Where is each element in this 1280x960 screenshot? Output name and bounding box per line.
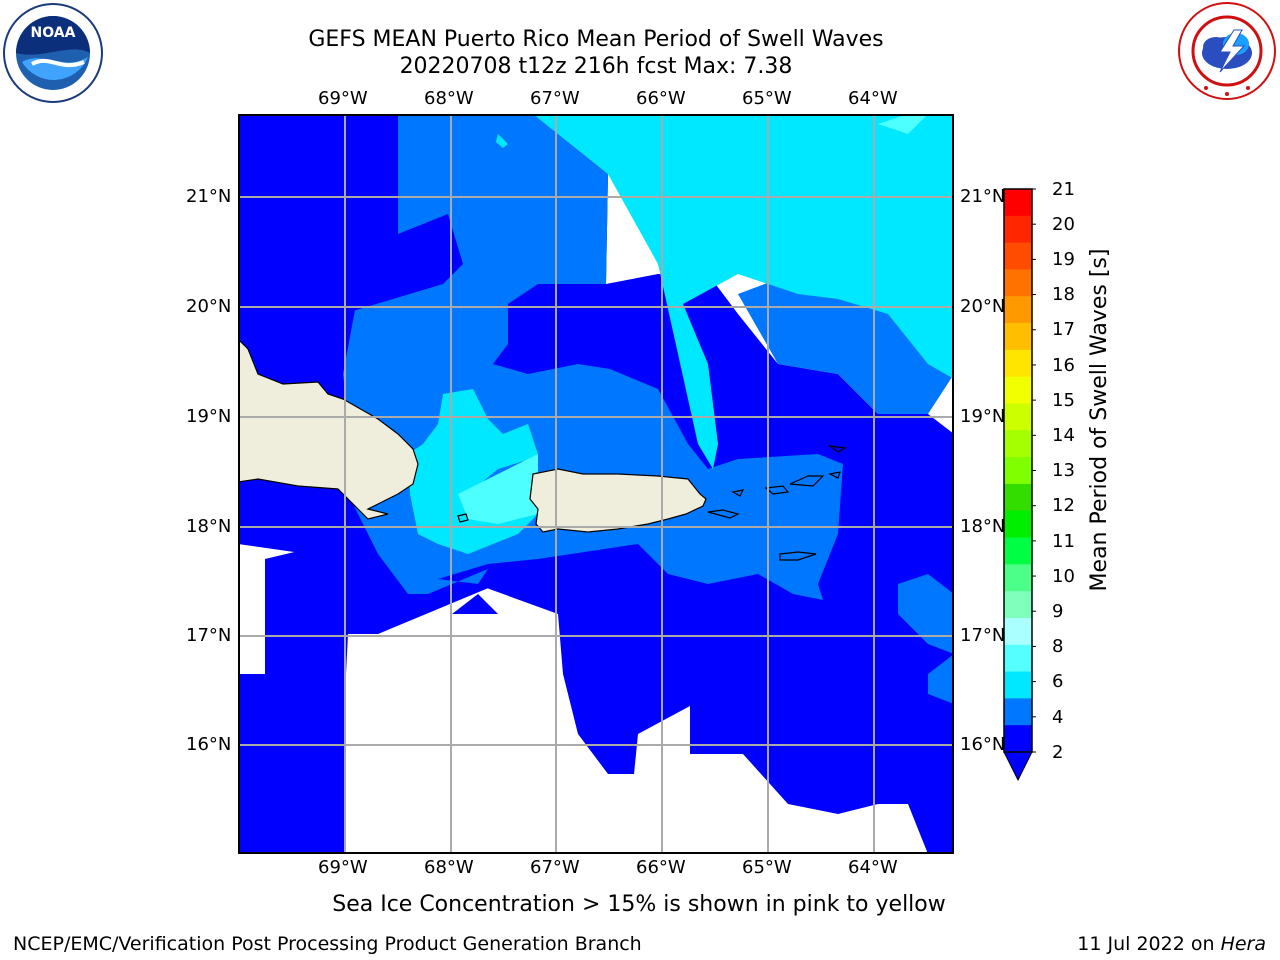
cb-tick-20: 20 [1052,214,1075,235]
noaa-logo-icon: NOAA [3,3,103,103]
cb-tick-8: 8 [1052,636,1064,657]
cb-tick-4: 4 [1052,707,1064,728]
colorbar-band [1004,671,1032,699]
cb-tick-18: 18 [1052,284,1075,305]
lon-top-69: 69°W [318,88,368,109]
colorbar-band [1004,323,1032,351]
colorbar-band [1004,698,1032,726]
lat-left-18: 18°N [186,516,232,537]
chart-title-line2: 20220708 t12z 216h fcst Max: 7.38 [399,54,793,79]
cb-tick-9: 9 [1052,601,1064,622]
colorbar-title-text: Mean Period of Swell Waves [s] [1087,249,1112,592]
lat-left-20: 20°N [186,296,232,317]
cb-tick-14: 14 [1052,425,1075,446]
lon-bottom-69: 69°W [318,857,368,878]
colorbar-band [1004,189,1032,217]
colorbar-band [1004,349,1032,378]
sea-ice-note: Sea Ice Concentration > 15% is shown in … [332,892,946,917]
lon-top-68: 68°W [424,88,474,109]
lat-right-16: 16°N [960,734,1006,755]
noaa-logo-text: NOAA [31,25,76,41]
cb-tick-2: 2 [1052,742,1064,763]
lat-right-21: 21°N [960,186,1006,207]
colorbar-band [1004,296,1032,324]
cb-tick-11: 11 [1052,531,1075,552]
cb-tick-10: 10 [1052,566,1075,587]
colorbar-band [1004,537,1032,565]
colorbar-band [1004,376,1032,404]
colorbar-band [1004,617,1032,646]
cb-tick-16: 16 [1052,355,1075,376]
land-hispaniola [238,338,419,520]
colorbar-band [1004,564,1032,592]
colorbar-band [1004,215,1032,244]
footer-date-text: 11 Jul 2022 on [1077,933,1221,955]
cb-tick-19: 19 [1052,249,1075,270]
footer-machine: Hera [1220,933,1266,955]
footer-credit: NCEP/EMC/Verification Post Processing Pr… [13,933,642,955]
lon-bottom-67: 67°W [530,857,580,878]
colorbar-band [1004,725,1032,753]
lon-bottom-68: 68°W [424,857,474,878]
cb-tick-21: 21 [1052,179,1075,200]
lat-left-17: 17°N [186,625,232,646]
colorbar-tick-marks [1032,188,1036,753]
colorbar-band [1004,644,1032,673]
lon-bottom-64: 64°W [848,857,898,878]
colorbar-band [1004,457,1032,485]
chart-title-line1: GEFS MEAN Puerto Rico Mean Period of Swe… [308,27,884,52]
lon-top-64: 64°W [848,88,898,109]
footer-date: 11 Jul 2022 on Hera [1077,933,1266,955]
cb-tick-17: 17 [1052,319,1075,340]
cb-tick-6: 6 [1052,671,1064,692]
colorbar-band [1004,269,1032,297]
colorbar-band [1004,242,1032,270]
land-virgin-islands [457,445,847,561]
colorbar-bands [1004,189,1032,753]
colorbar-band [1004,430,1032,458]
lat-left-16: 16°N [186,734,232,755]
colorbar-band [1004,510,1032,539]
lat-right-17: 17°N [960,625,1006,646]
lat-right-18: 18°N [960,516,1006,537]
colorbar-band [1004,483,1032,512]
gridlines [238,114,954,854]
lon-top-65: 65°W [742,88,792,109]
swell-period-map [238,114,954,854]
lon-bottom-66: 66°W [636,857,686,878]
lat-right-19: 19°N [960,406,1006,427]
lat-left-21: 21°N [186,186,232,207]
lon-bottom-65: 65°W [742,857,792,878]
cb-tick-15: 15 [1052,390,1075,411]
lon-top-67: 67°W [530,88,580,109]
colorbar-tick-labels: 21 20 19 18 17 16 15 14 13 12 11 10 9 8 … [1052,0,1092,960]
nws-logo-icon [1178,2,1276,100]
colorbar-band [1004,591,1032,619]
lat-left-19: 19°N [186,406,232,427]
contour-8-9s [458,114,928,524]
cb-tick-12: 12 [1052,495,1075,516]
colorbar [1003,188,1036,782]
colorbar-band [1004,403,1032,431]
colorbar-title: Mean Period of Swell Waves [s] [1087,249,1112,592]
colorbar-extend-arrow [1003,751,1033,782]
cb-tick-13: 13 [1052,460,1075,481]
lon-top-66: 66°W [636,88,686,109]
lat-right-20: 20°N [960,296,1006,317]
map-frame [238,114,954,854]
